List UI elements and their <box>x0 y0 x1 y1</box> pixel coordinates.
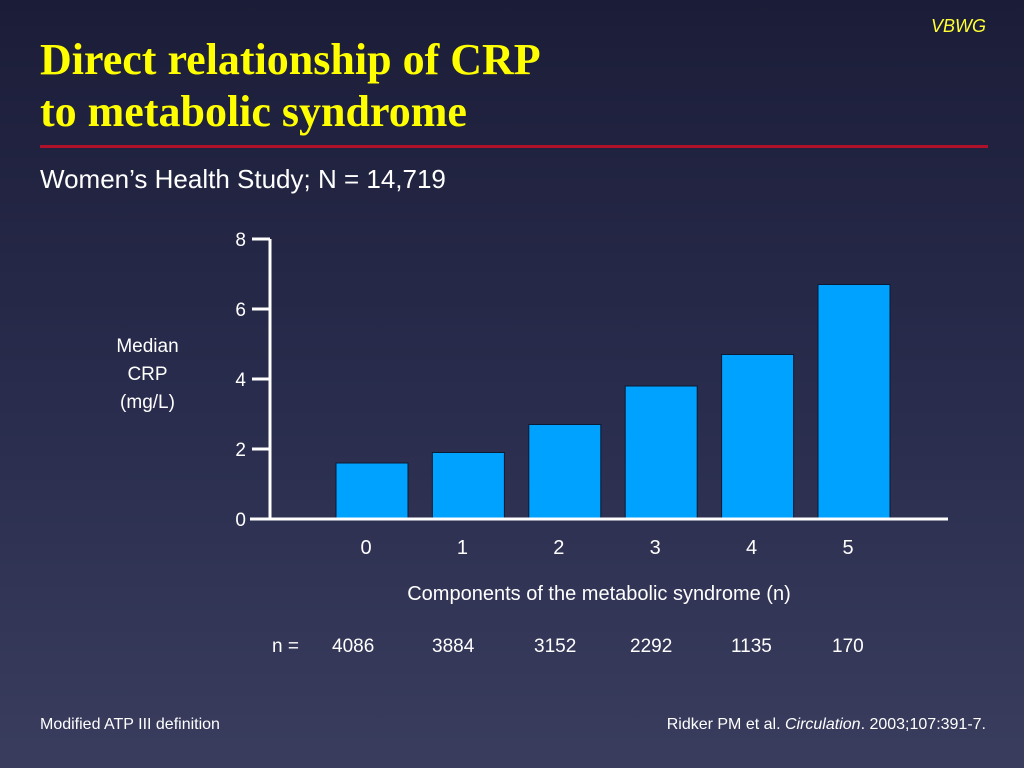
n-value-3: 2292 <box>630 636 673 657</box>
x-tick-label-0: 0 <box>360 537 371 559</box>
n-value-1: 3884 <box>432 636 475 657</box>
citation: Ridker PM et al. Circulation. 2003;107:3… <box>667 716 986 734</box>
title-line-2: to metabolic syndrome <box>40 87 467 136</box>
n-value-0: 4086 <box>332 636 375 657</box>
n-value-4: 1135 <box>731 636 772 657</box>
slide-subtitle: Women’s Health Study; N = 14,719 <box>40 164 446 194</box>
y-tick-label-6: 6 <box>235 300 246 321</box>
sample-size-row: n = 4086 3884 3152 2292 1135 170 <box>0 636 1024 660</box>
bar-0 <box>335 462 409 520</box>
bar-3 <box>624 385 698 520</box>
y-axis-label-line-3: (mg/L) <box>120 392 175 413</box>
citation-author: Ridker PM et al. <box>666 716 785 733</box>
bar-2 <box>528 424 602 520</box>
x-tick-label-5: 5 <box>842 537 853 559</box>
y-axis-label-line-2: CRP <box>127 364 168 385</box>
slide-title: Direct relationship of CRP to metabolic … <box>40 34 541 138</box>
x-tick-label-4: 4 <box>746 537 757 559</box>
citation-details: . 2003;107:391-7. <box>860 716 986 733</box>
bar-4 <box>721 354 795 520</box>
y-tick-label-8: 8 <box>235 230 246 251</box>
n-value-5: 170 <box>832 636 864 657</box>
y-tick-label-2: 2 <box>235 440 246 461</box>
bar-1 <box>431 452 505 520</box>
brand-label: VBWG <box>930 16 986 36</box>
x-tick-label-1: 1 <box>457 537 468 559</box>
bar-5 <box>817 284 891 520</box>
y-tick-label-4: 4 <box>235 370 246 391</box>
title-line-1: Direct relationship of CRP <box>40 35 541 84</box>
title-divider <box>40 145 988 148</box>
citation-journal: Circulation <box>784 716 861 733</box>
y-axis-label-line-1: Median <box>116 336 179 357</box>
x-tick-label-3: 3 <box>650 537 661 559</box>
n-value-2: 3152 <box>534 636 577 657</box>
x-tick-label-2: 2 <box>553 537 564 559</box>
y-axis-label: Median CRP (mg/L) <box>95 333 200 417</box>
footnote: Modified ATP III definition <box>40 716 220 733</box>
x-axis-label: Components of the metabolic syndrome (n) <box>407 583 791 605</box>
y-tick-label-0: 0 <box>235 510 246 531</box>
n-label: n = <box>272 636 299 657</box>
